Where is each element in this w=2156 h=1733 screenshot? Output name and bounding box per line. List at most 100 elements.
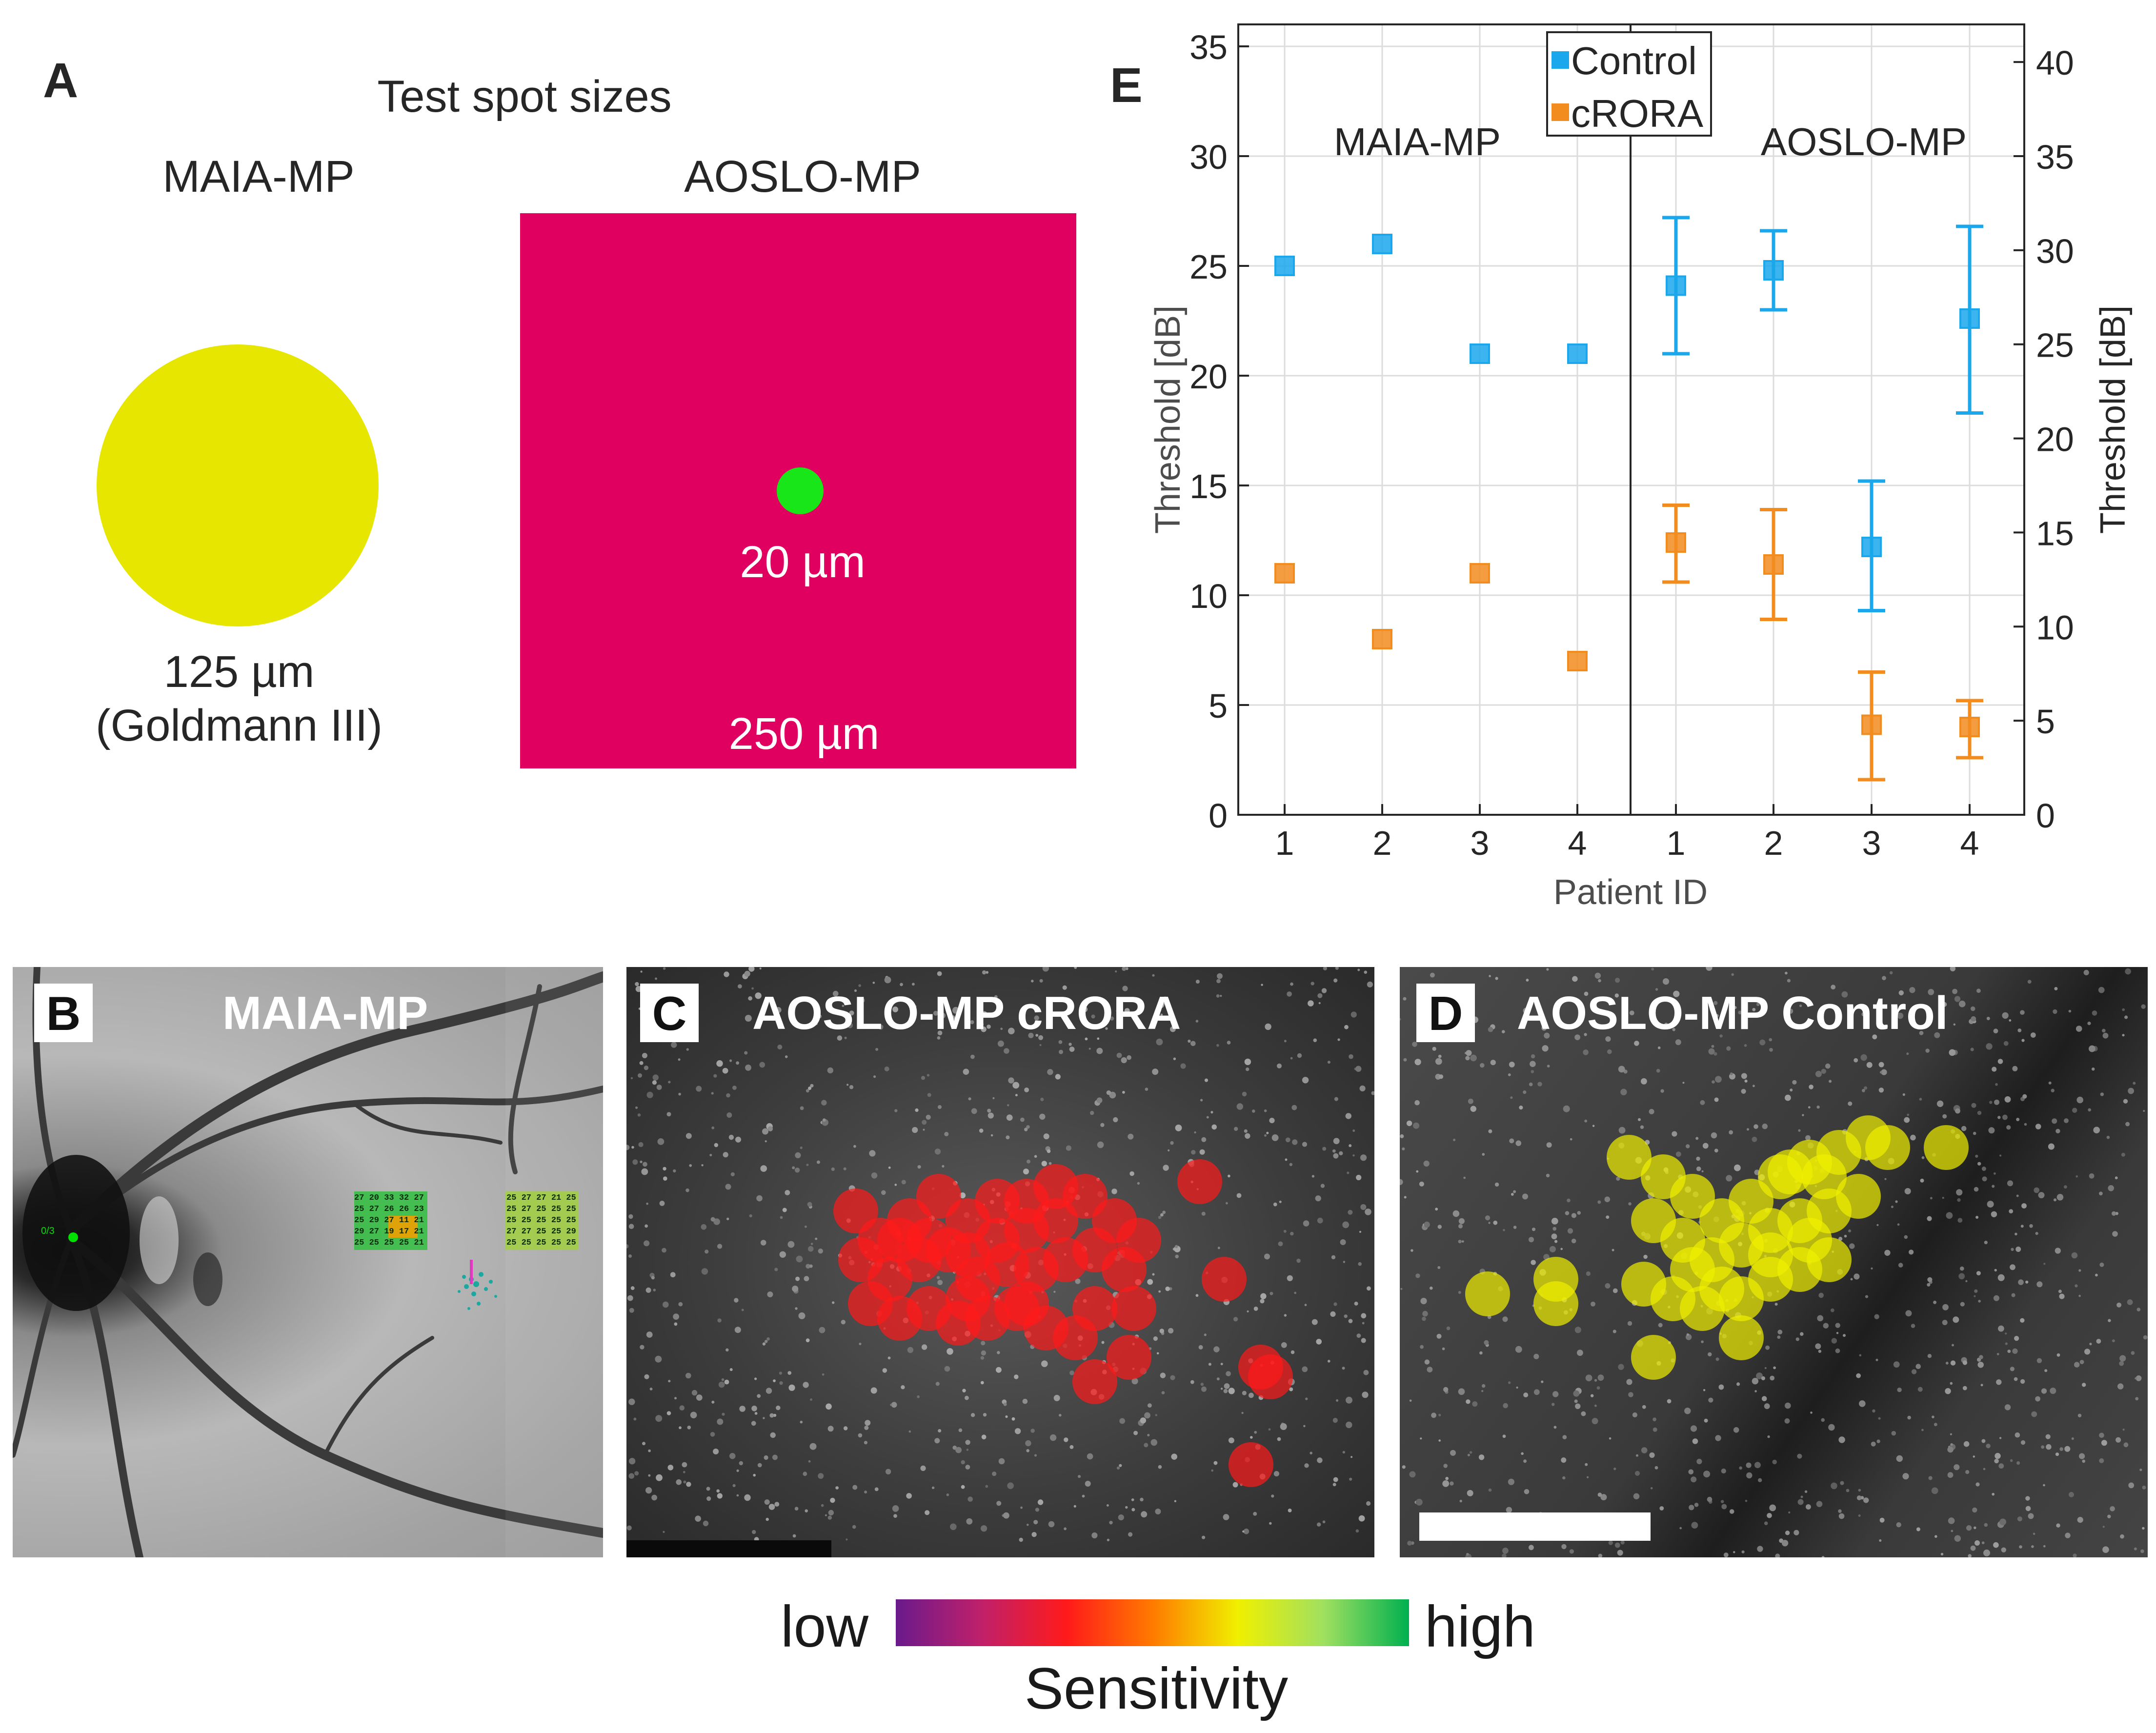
xtick-label: 1 (1275, 824, 1294, 862)
ytick-label-right: 25 (2036, 326, 2074, 364)
ytick-label-right: 15 (2036, 514, 2074, 552)
panel-letter-b: B (34, 984, 93, 1042)
aoslo-field-size: 250 µm (728, 709, 880, 759)
grid-right-row: 27 27 25 25 29 (506, 1227, 576, 1236)
ytick-label-right: 20 (2036, 421, 2074, 459)
ytick-label-left: 15 (1189, 467, 1228, 505)
threshold-chart: 0 5 10 15 20 25 30 35 0 5 10 15 20 25 30 35 40 1 2 3 4 1 2 3 4 M… (1149, 23, 2133, 912)
grid-right-row: 25 27 27 21 25 (506, 1193, 576, 1203)
point-crora (1274, 563, 1295, 584)
grid-left-row: 25 25 25 25 21 (354, 1238, 424, 1248)
panel-letter-c: C (640, 984, 699, 1042)
stimulus-spot (1202, 1257, 1247, 1302)
maia-spot-size: 125 µm (163, 647, 315, 697)
ytick-label-left: 5 (1209, 687, 1228, 725)
point-crora (1372, 629, 1392, 649)
point-crora (1763, 554, 1784, 575)
ytick-label-right: 5 (2036, 703, 2055, 741)
legend-label-control: Control (1571, 39, 1697, 82)
stimulus-spot (1465, 1271, 1510, 1316)
grid-left-row: 27 20 33 32 27 (354, 1193, 424, 1203)
y-axis-label-left: Threshold [dB] (1149, 305, 1188, 534)
panel-d-spots (1400, 967, 2148, 1557)
stimulus-spot (1802, 1154, 1847, 1199)
grid-right-row: 25 25 25 25 25 (506, 1238, 576, 1248)
panel-letter-d: D (1416, 984, 1475, 1042)
stimulus-spot (1248, 1354, 1293, 1399)
stimulus-spot (1748, 1232, 1793, 1277)
stimulus-spot (1229, 1442, 1273, 1487)
panel-letter-a: A (43, 53, 79, 108)
legend-marker-control (1552, 51, 1569, 69)
group-label-aoslo: AOSLO-MP (1761, 120, 1967, 163)
ytick-label-right: 35 (2036, 138, 2074, 176)
point-control (1470, 343, 1490, 364)
point-control (1274, 256, 1295, 276)
ytick-label-left: 35 (1189, 28, 1228, 66)
stimulus-spot (1033, 1164, 1078, 1209)
stimulus-spot (975, 1218, 1020, 1263)
stimulus-spot (1004, 1281, 1049, 1326)
aoslo-label: AOSLO-MP (684, 152, 921, 202)
panel-b-fundus-image: 27 20 33 32 27 25 27 26 26 23 25 29 27 1… (13, 967, 603, 1557)
stimulus-spot (1787, 1218, 1832, 1263)
point-control (1666, 275, 1686, 296)
stimulus-spot (1116, 1218, 1161, 1263)
xtick-label: 4 (1960, 824, 1979, 862)
stimulus-spot (1177, 1159, 1222, 1204)
fixation-label: 0/3 (41, 1226, 55, 1236)
stimulus-spot (1107, 1335, 1151, 1380)
grid-right-row: 25 25 25 25 25 (506, 1216, 576, 1225)
grid-left-row: 25 29 27 11 21 (354, 1216, 424, 1225)
stimulus-spot (1924, 1125, 1969, 1170)
stimulus-spot (1607, 1135, 1652, 1180)
colorbar-title: Sensitivity (1024, 1656, 1289, 1721)
ytick-label-left: 30 (1189, 138, 1228, 176)
legend-box (1546, 31, 1712, 137)
point-control (1763, 260, 1784, 281)
legend-label-crora: cRORA (1571, 92, 1704, 135)
panel-b-title: MAIA-MP (222, 987, 428, 1039)
y-axis-label-right: Threshold [dB] (2094, 305, 2133, 534)
xtick-label: 3 (1862, 824, 1881, 862)
point-control (1567, 343, 1588, 364)
panel-b-vessels (13, 967, 603, 1557)
point-crora (1470, 563, 1490, 584)
stimulus-spot (1111, 1286, 1156, 1331)
colorbar-gradient (896, 1599, 1409, 1646)
point-crora (1861, 714, 1882, 735)
ytick-label-left: 25 (1189, 248, 1228, 286)
ytick-label-right: 40 (2036, 44, 2074, 82)
maia-label: MAIA-MP (162, 152, 355, 202)
maia-spot-note: (Goldmann III) (96, 701, 383, 750)
aoslo-spot-size: 20 µm (740, 537, 866, 587)
point-crora (1567, 651, 1588, 671)
ytick-label-left: 20 (1189, 358, 1228, 396)
maia-test-spot (97, 344, 379, 626)
stimulus-spot (1699, 1267, 1744, 1311)
ytick-label-right: 0 (2036, 797, 2055, 835)
x-axis-label: Patient ID (1553, 873, 1708, 912)
point-crora (1666, 532, 1686, 553)
xtick-label: 1 (1667, 824, 1686, 862)
ytick-label-right: 10 (2036, 608, 2074, 646)
xtick-label: 4 (1568, 824, 1587, 862)
panel-c-aoslo-image: C AOSLO-MP cRORA (626, 967, 1374, 1557)
panel-c-title: AOSLO-MP cRORA (752, 987, 1181, 1039)
stimulus-spot (1719, 1315, 1764, 1360)
panel-c-spots (626, 967, 1374, 1557)
panel-d-aoslo-image: D AOSLO-MP Control (1400, 967, 2148, 1557)
colorbar-low-label: low (781, 1594, 869, 1659)
ytick-label-left: 10 (1189, 577, 1228, 615)
panel-d-title: AOSLO-MP Control (1517, 987, 1948, 1039)
grid-right-row: 25 27 25 25 25 (506, 1205, 576, 1214)
stimulus-spot (1768, 1149, 1813, 1194)
maia-grid-left: 27 20 33 32 27 25 27 26 26 23 25 29 27 1… (354, 1192, 424, 1249)
scale-bar (1419, 1512, 1651, 1541)
colorbar-high-label: high (1425, 1594, 1535, 1659)
stimulus-spot (1836, 1174, 1881, 1219)
group-label-maia: MAIA-MP (1334, 120, 1501, 163)
point-control (1861, 537, 1882, 557)
panel-letter-e: E (1110, 58, 1143, 113)
stimulus-spot (1631, 1335, 1676, 1380)
